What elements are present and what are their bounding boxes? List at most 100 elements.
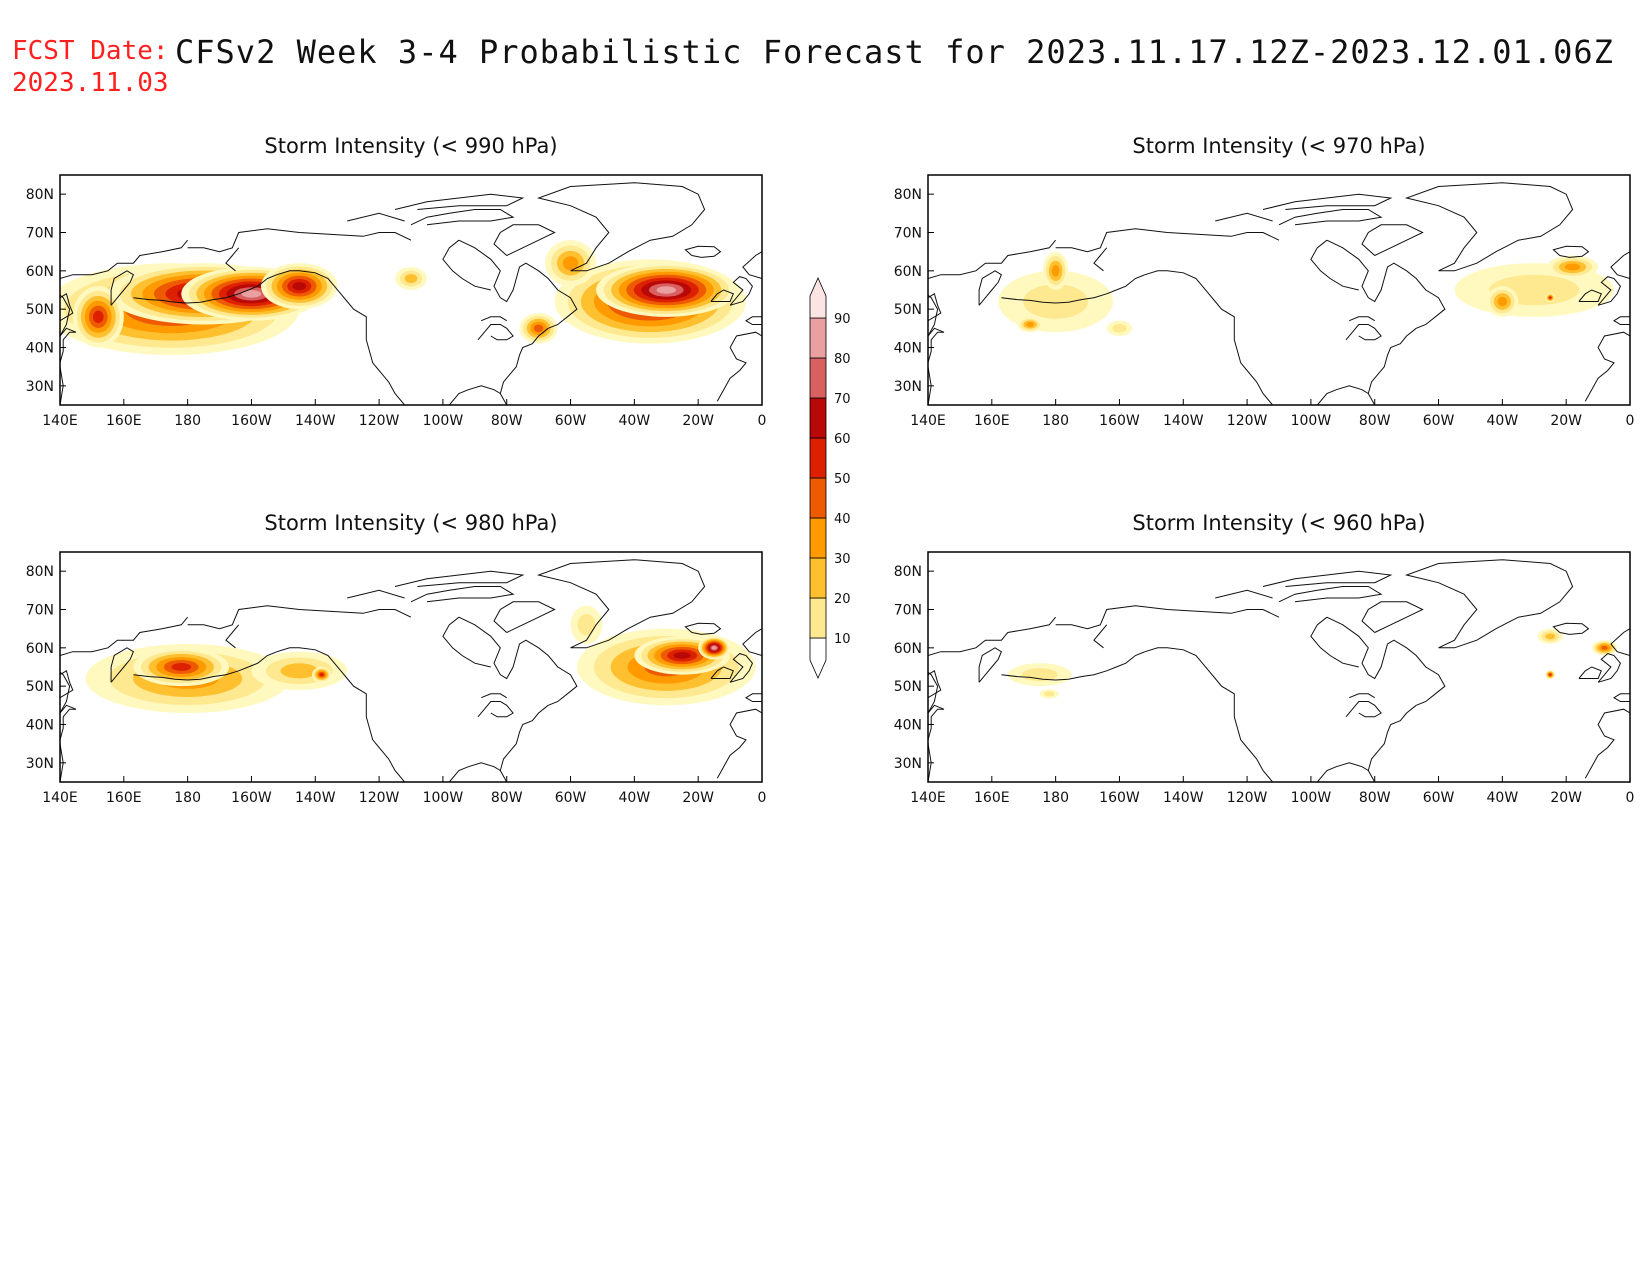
coastline (448, 762, 501, 782)
lon-tick-label: 140E (910, 413, 946, 429)
lat-tick-label: 60N (26, 641, 54, 657)
coastline (1326, 239, 1446, 329)
coastline (187, 228, 412, 253)
coastline (1610, 628, 1630, 656)
coastline (394, 570, 525, 587)
coastline (1278, 586, 1383, 603)
lon-tick-label: 100W (423, 413, 464, 429)
lon-tick-label: 20W (682, 790, 714, 806)
coastline (442, 616, 491, 668)
coastline (742, 628, 762, 656)
map-frame (59, 551, 763, 783)
lon-tick-label: 60W (555, 790, 587, 806)
colorbar-label: 20 (834, 592, 851, 607)
coastline (448, 385, 501, 405)
lon-tick-label: 100W (423, 790, 464, 806)
map-frame (927, 174, 1631, 406)
coastline (1361, 601, 1424, 633)
coastline (442, 239, 491, 291)
lat-tick-label: 80N (894, 564, 922, 580)
coastline (1584, 331, 1630, 402)
colorbar-swatch (809, 597, 827, 639)
lon-tick-label: 160E (106, 790, 142, 806)
coastline (536, 559, 706, 649)
coastline (225, 624, 240, 649)
lon-tick-label: 180 (1042, 413, 1069, 429)
coastline (60, 239, 188, 337)
coastline (1613, 693, 1630, 702)
lon-tick-label: 120W (359, 413, 400, 429)
coastline (60, 327, 77, 363)
lat-tick-label: 40N (894, 718, 922, 734)
coastline (928, 670, 942, 699)
coastline (394, 193, 525, 210)
coastline (1316, 762, 1369, 782)
coastline (1093, 624, 1108, 649)
probability-contour (1026, 322, 1034, 327)
lon-tick-label: 0 (758, 413, 767, 429)
map-panel-4: Storm Intensity (< 960 hPa) 140E 160E 180 16… (894, 511, 1635, 806)
coastline (1367, 704, 1417, 782)
lat-tick-label: 70N (26, 603, 54, 619)
colorbar-swatch (809, 437, 827, 479)
coastline (410, 586, 515, 603)
coastline (477, 324, 514, 341)
lon-tick-label: 60W (1423, 790, 1455, 806)
colorbar-label: 40 (834, 512, 851, 527)
lon-tick-label: 80W (491, 413, 523, 429)
coastline (1001, 289, 1117, 304)
map-panel-2: Storm Intensity (< 970 hPa) 140E 160E 180 16… (894, 134, 1635, 429)
probability-shading (85, 605, 756, 713)
map-frame (927, 551, 1631, 783)
coastline (536, 182, 706, 272)
coastline (1278, 209, 1383, 226)
fcst-date-label: FCST Date: (12, 36, 169, 66)
coastline (347, 589, 405, 599)
coastline (1613, 316, 1630, 325)
lon-tick-label: 160W (231, 790, 272, 806)
lon-tick-label: 40W (1487, 413, 1519, 429)
lat-tick-label: 70N (26, 226, 54, 242)
lat-tick-label: 30N (26, 756, 54, 772)
lon-tick-label: 160E (106, 413, 142, 429)
lat-tick-label: 40N (26, 718, 54, 734)
lon-tick-label: 180 (1042, 790, 1069, 806)
coastline (710, 666, 734, 679)
lat-tick-label: 50N (894, 679, 922, 695)
probability-contour (673, 652, 691, 659)
probability-contour (280, 663, 319, 679)
coastline (1001, 666, 1117, 681)
colorbar-swatch (809, 557, 827, 599)
lon-tick-label: 20W (682, 413, 714, 429)
coastline (1262, 570, 1393, 587)
lat-tick-label: 50N (26, 679, 54, 695)
probability-contour (241, 290, 262, 298)
coastline (248, 647, 405, 782)
probability-contour (171, 663, 192, 671)
lon-tick-label: 160W (231, 413, 272, 429)
colorbar-label: 30 (834, 552, 851, 567)
lon-tick-label: 160E (974, 413, 1010, 429)
coastline (1215, 212, 1273, 222)
coastline (928, 704, 945, 740)
colorbar-swatch (809, 477, 827, 519)
probability-contour (1043, 691, 1055, 697)
coastline (1310, 239, 1359, 291)
lat-tick-label: 70N (894, 603, 922, 619)
coastline (1404, 559, 1574, 649)
lon-tick-label: 40W (619, 790, 651, 806)
probability-shading (1007, 628, 1618, 699)
coastline (729, 653, 753, 683)
coastline (1116, 647, 1273, 782)
lon-tick-label: 0 (1626, 790, 1635, 806)
colorbar-label: 10 (834, 632, 851, 647)
lat-tick-label: 60N (26, 264, 54, 280)
lon-tick-label: 0 (758, 790, 767, 806)
coastline (978, 270, 1003, 306)
lat-tick-label: 40N (26, 341, 54, 357)
coastline (1367, 327, 1417, 405)
coastline (928, 743, 932, 782)
lat-tick-label: 50N (26, 302, 54, 318)
lat-tick-label: 40N (894, 341, 922, 357)
